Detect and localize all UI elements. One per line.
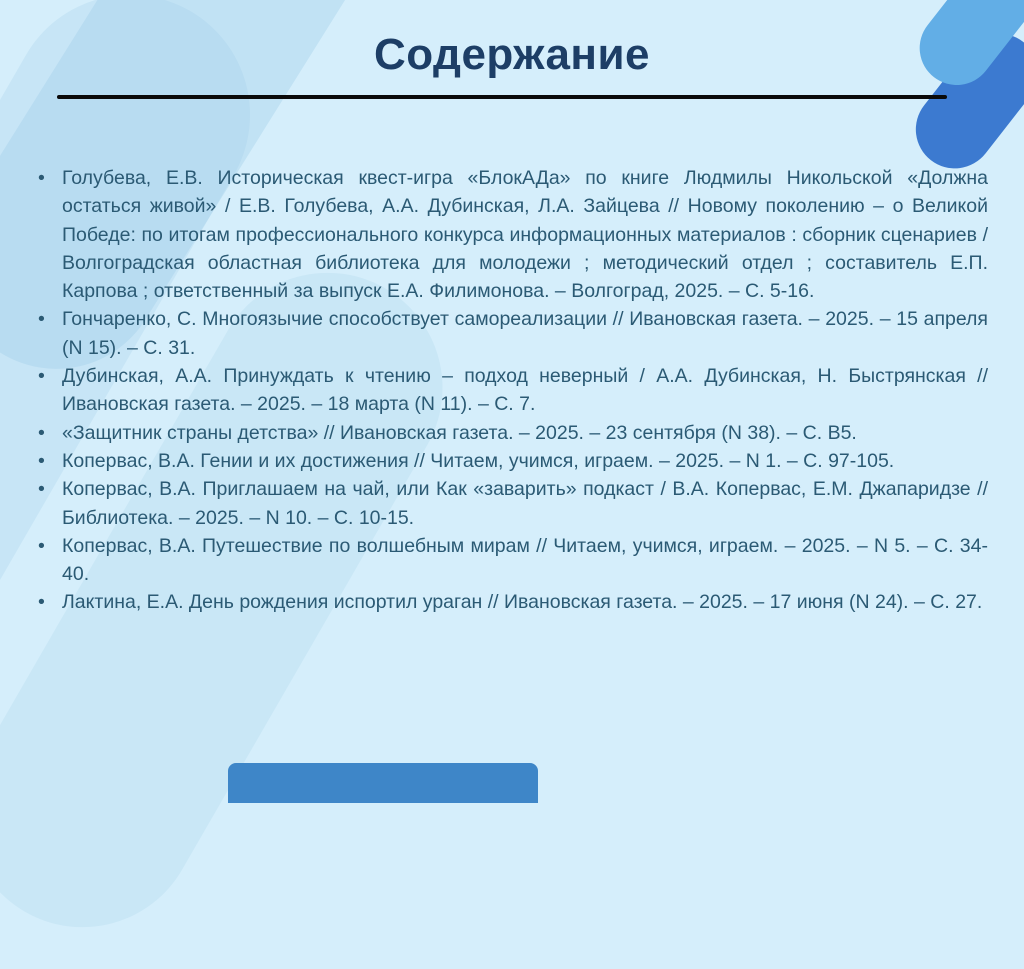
reference-list: Голубева, Е.В. Историческая квест-игра «… <box>36 164 988 617</box>
page-title: Содержание <box>373 30 651 79</box>
list-item: Копервас, В.А. Приглашаем на чай, или Ка… <box>36 475 988 532</box>
list-item: Копервас, В.А. Гении и их достижения // … <box>36 447 988 476</box>
list-item: «Защитник страны детства» // Ивановская … <box>36 419 988 448</box>
list-item: Голубева, Е.В. Историческая квест-игра «… <box>36 164 988 305</box>
list-item: Дубинская, А.А. Принуждать к чтению – по… <box>36 362 988 419</box>
list-item: Гончаренко, С. Многоязычие способствует … <box>36 305 988 362</box>
slide: { "slide": { "title": "Содержание", "ite… <box>0 0 1024 768</box>
slide-header: Содержание <box>0 0 1024 99</box>
list-item: Копервас, В.А. Путешествие по волшебным … <box>36 532 988 589</box>
list-item: Лактина, Е.А. День рождения испортил ура… <box>36 588 988 617</box>
title-underline <box>57 95 947 99</box>
bottom-edge-strip <box>228 763 538 803</box>
